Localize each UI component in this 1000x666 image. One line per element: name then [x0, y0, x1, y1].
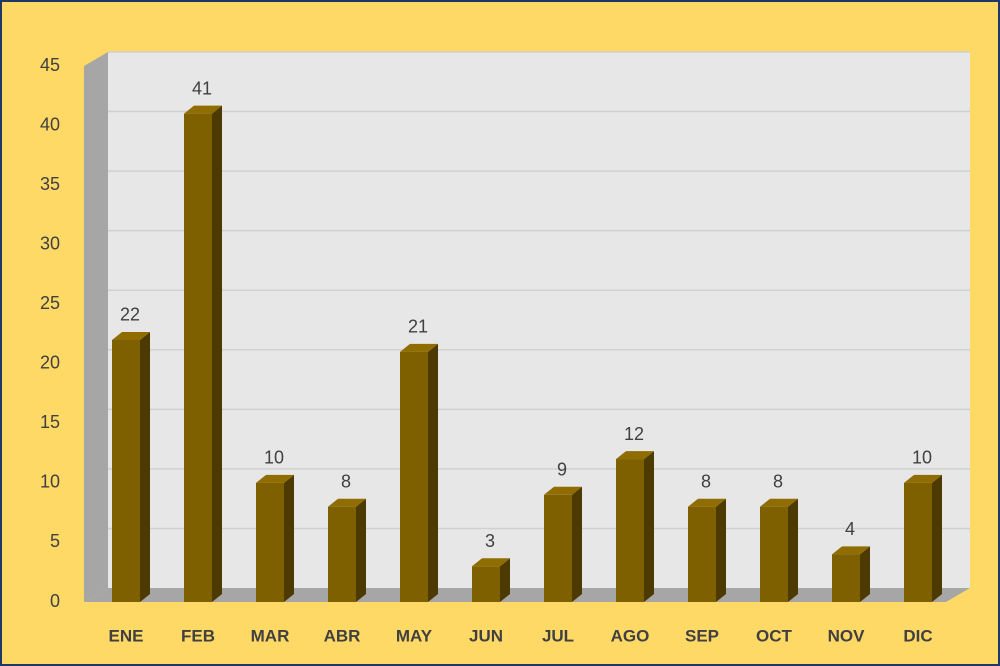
bar — [472, 558, 510, 602]
y-tick-label: 0 — [50, 591, 60, 611]
y-tick-label: 30 — [40, 233, 60, 253]
y-tick-label: 40 — [40, 114, 60, 134]
x-tick-label: ABR — [324, 626, 361, 645]
x-tick-label: ENE — [109, 626, 144, 645]
y-tick-label: 15 — [40, 412, 60, 432]
bar — [544, 486, 582, 602]
y-tick-label: 5 — [50, 531, 60, 551]
bar — [904, 474, 942, 602]
side-wall — [84, 52, 108, 602]
bar — [184, 105, 222, 603]
x-tick-label: AGO — [611, 626, 650, 645]
data-label: 10 — [912, 448, 932, 468]
data-label: 22 — [120, 305, 140, 325]
x-tick-label: FEB — [181, 626, 215, 645]
data-label: 10 — [264, 448, 284, 468]
x-tick-label: JUL — [542, 626, 574, 645]
x-tick-label: NOV — [828, 626, 866, 645]
y-tick-label: 10 — [40, 472, 60, 492]
y-tick-label: 45 — [40, 55, 60, 75]
x-tick-label: MAY — [396, 626, 433, 645]
bar — [760, 498, 798, 602]
floor — [84, 588, 970, 602]
bar — [112, 331, 150, 602]
x-tick-label: SEP — [685, 626, 719, 645]
data-label: 8 — [773, 471, 783, 491]
x-tick-label: JUN — [469, 626, 503, 645]
bar — [832, 546, 870, 602]
bar — [400, 343, 438, 602]
data-label: 3 — [485, 531, 495, 551]
y-tick-label: 25 — [40, 293, 60, 313]
x-tick-label: OCT — [756, 626, 793, 645]
data-label: 21 — [408, 317, 428, 337]
bar — [328, 498, 366, 602]
y-tick-label: 20 — [40, 353, 60, 373]
x-tick-label: DIC — [903, 626, 932, 645]
data-label: 41 — [192, 78, 212, 98]
data-label: 8 — [341, 471, 351, 491]
back-wall — [108, 52, 970, 588]
data-label: 9 — [557, 460, 567, 480]
bar — [616, 451, 654, 602]
data-label: 8 — [701, 471, 711, 491]
data-label: 12 — [624, 424, 644, 444]
bar — [688, 498, 726, 602]
y-tick-label: 35 — [40, 174, 60, 194]
bar — [256, 474, 294, 602]
data-label: 4 — [845, 519, 855, 539]
x-tick-label: MAR — [251, 626, 290, 645]
